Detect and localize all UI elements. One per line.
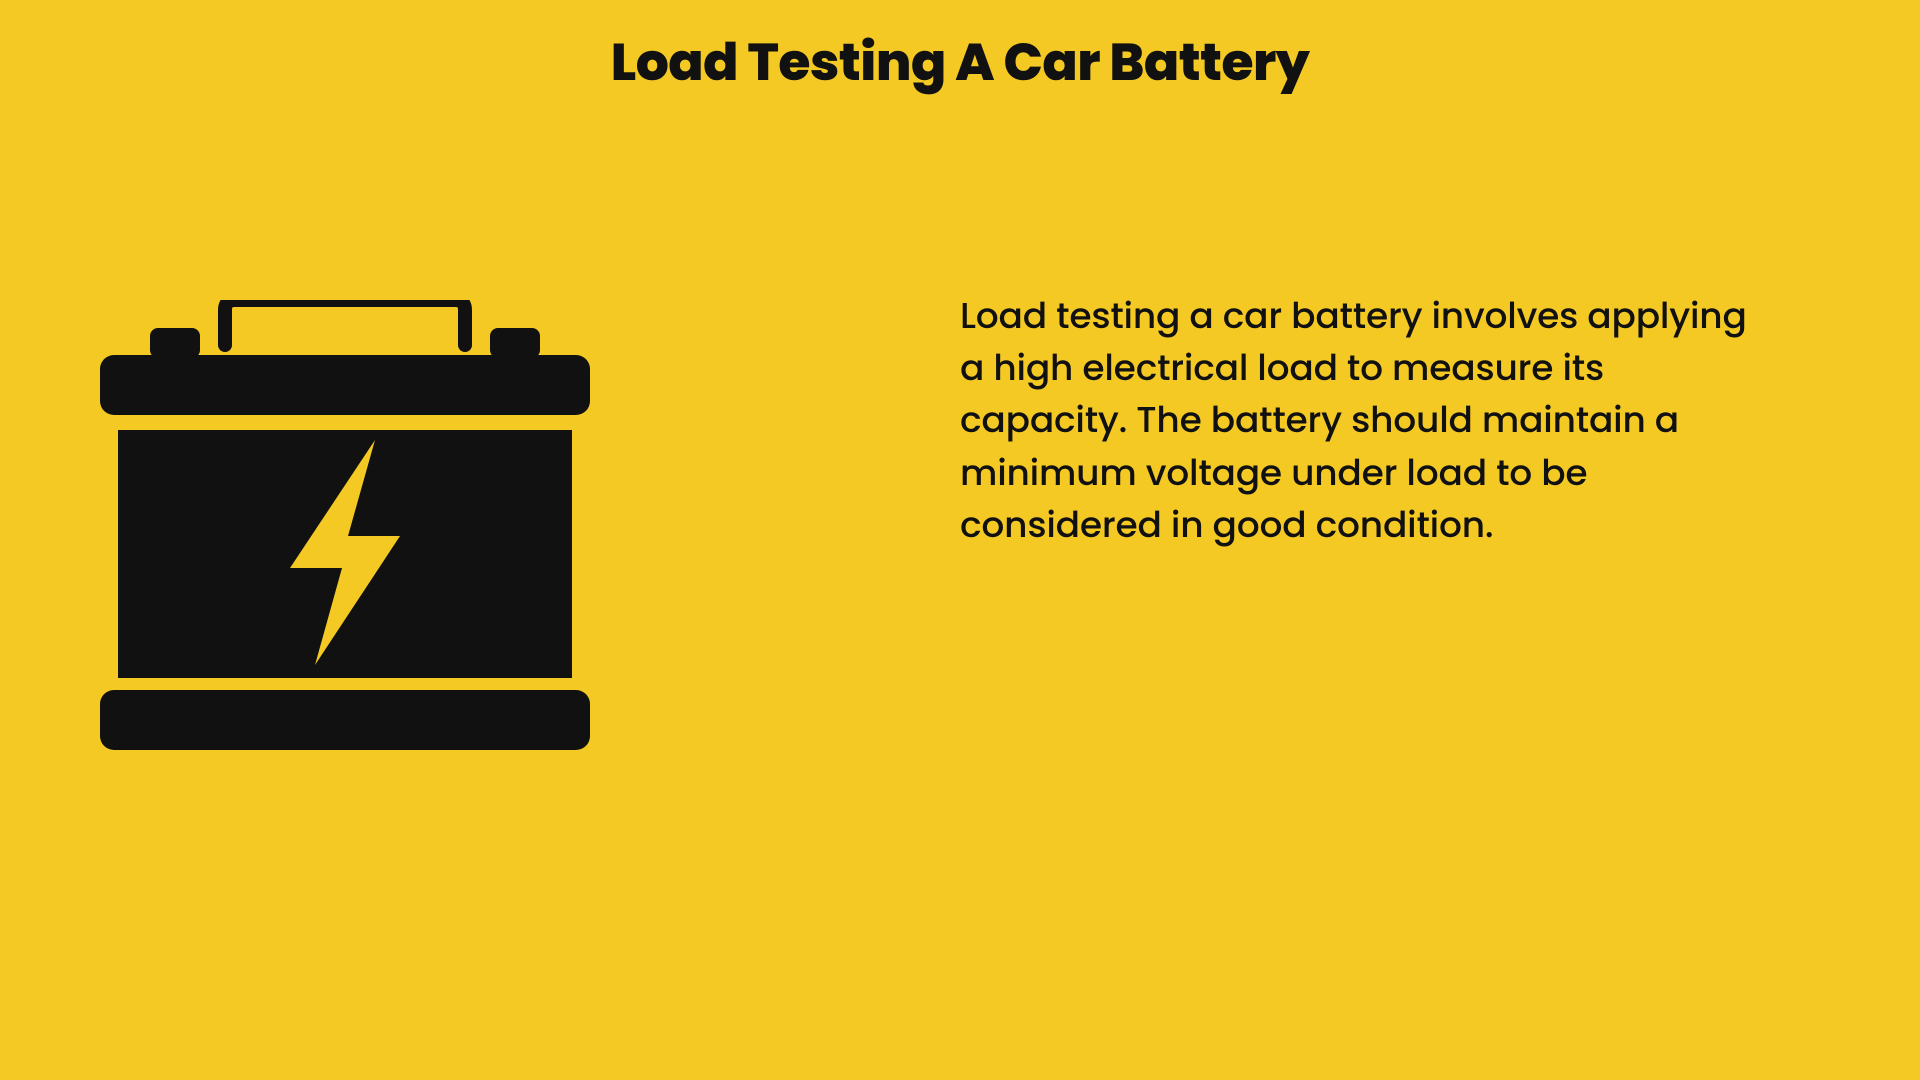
battery-icon (100, 300, 590, 750)
description-text: Load testing a car battery involves appl… (960, 290, 1780, 551)
page-title: Load Testing A Car Battery (0, 24, 1920, 102)
infographic-page: Load Testing A Car Battery Load testing … (0, 0, 1920, 1080)
